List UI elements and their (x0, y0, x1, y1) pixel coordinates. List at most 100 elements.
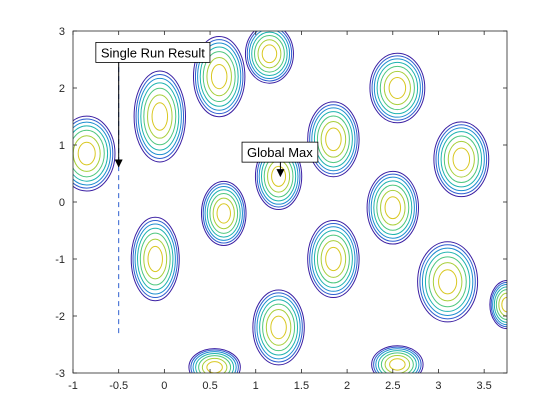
contour-line (309, 104, 358, 175)
contour-line (252, 289, 305, 366)
contour-line (73, 125, 109, 182)
contour-peak (192, 36, 246, 118)
contour-line (190, 349, 239, 373)
contour-line (370, 176, 415, 239)
contour-line (376, 61, 419, 115)
contour-line (452, 147, 471, 172)
contour-line (135, 74, 185, 159)
contour-line (262, 303, 296, 352)
contour-line (130, 216, 180, 302)
contour-line (248, 31, 291, 79)
contour-peak (366, 170, 419, 245)
x-tick-label: -0.5 (109, 380, 128, 392)
y-tick-label: -2 (55, 311, 65, 323)
contour-line (200, 180, 247, 246)
contour-line (143, 87, 177, 146)
contour-line (197, 42, 242, 111)
contour-peak (252, 289, 305, 366)
annotation-box (241, 141, 319, 163)
contour-peak (73, 115, 116, 192)
contour-peak (133, 70, 187, 163)
contour-line (417, 241, 479, 323)
contour-line (194, 39, 244, 115)
contour-peak (244, 31, 294, 84)
contour-line (366, 170, 419, 245)
contour-line (375, 348, 420, 373)
annotation-text: Global Max (247, 145, 313, 160)
contour-line (206, 189, 241, 238)
contour-line (379, 65, 415, 111)
contour-line (373, 58, 421, 118)
contour-line (147, 245, 163, 273)
contour-line (389, 358, 406, 371)
x-tick-label: 3 (435, 380, 441, 392)
contour-line (388, 77, 407, 99)
y-tick-label: -3 (55, 368, 65, 380)
contour-line (199, 46, 239, 107)
contour-line (133, 70, 187, 163)
contour-line (246, 31, 293, 82)
contour-line (261, 44, 278, 64)
contour-line (195, 352, 235, 373)
contour-line (209, 192, 239, 234)
contour-peak (200, 180, 247, 246)
x-tick-label: 1 (253, 380, 259, 392)
contour-line (254, 35, 285, 73)
contour-peak (307, 101, 360, 178)
contour-line (311, 107, 356, 172)
annotation-box (95, 42, 211, 63)
contour-line (490, 281, 507, 328)
contour-peak (188, 348, 241, 373)
contour-line (432, 262, 463, 302)
contour-line (140, 82, 180, 151)
contour-line (210, 64, 228, 90)
contour-line (143, 238, 168, 280)
contour-line (202, 51, 236, 103)
contour-line (188, 348, 241, 373)
x-tick-label: 0.5 (202, 380, 217, 392)
contour-line (77, 141, 96, 166)
contour-peak (371, 345, 424, 373)
contour-line (307, 220, 360, 298)
contour-line (307, 101, 360, 178)
contour-peak (307, 220, 360, 298)
annotation-text: Single Run Result (101, 45, 205, 60)
y-tick-label: 2 (59, 83, 65, 95)
contour-line (320, 240, 347, 278)
contour-line (371, 345, 424, 373)
annotation: Single Run Result (95, 42, 211, 168)
contour-line (147, 94, 173, 139)
contour-line (440, 131, 483, 188)
contour-line (320, 120, 347, 158)
contour-line (132, 220, 178, 298)
x-tick-label: 2.5 (385, 380, 400, 392)
contour-line (433, 121, 490, 198)
contour-line (368, 173, 418, 242)
contour-line (313, 111, 353, 168)
x-tick-label: 2 (344, 380, 350, 392)
contour-line (259, 299, 299, 356)
contour-peak (369, 52, 426, 124)
contour-line (192, 351, 237, 373)
contour-line (201, 357, 228, 373)
contour-line (419, 244, 476, 320)
contour-line (373, 180, 413, 236)
x-tick-label: 1.5 (294, 380, 309, 392)
contour-line (443, 135, 479, 184)
contour-line (257, 39, 282, 69)
contour-line (428, 256, 467, 308)
contour-line (73, 121, 111, 186)
contour-line (316, 234, 350, 284)
contour-line (438, 269, 458, 295)
y-tick-label: 1 (59, 140, 65, 152)
contour-line (134, 223, 176, 295)
contour-line (309, 222, 358, 296)
contour-line (384, 196, 402, 220)
x-tick-label: 0 (161, 380, 167, 392)
contour-line (435, 124, 488, 195)
x-tick-label: 3.5 (477, 380, 492, 392)
contour-line (139, 232, 171, 286)
contour-peak (433, 121, 490, 198)
contour-line (369, 52, 426, 124)
